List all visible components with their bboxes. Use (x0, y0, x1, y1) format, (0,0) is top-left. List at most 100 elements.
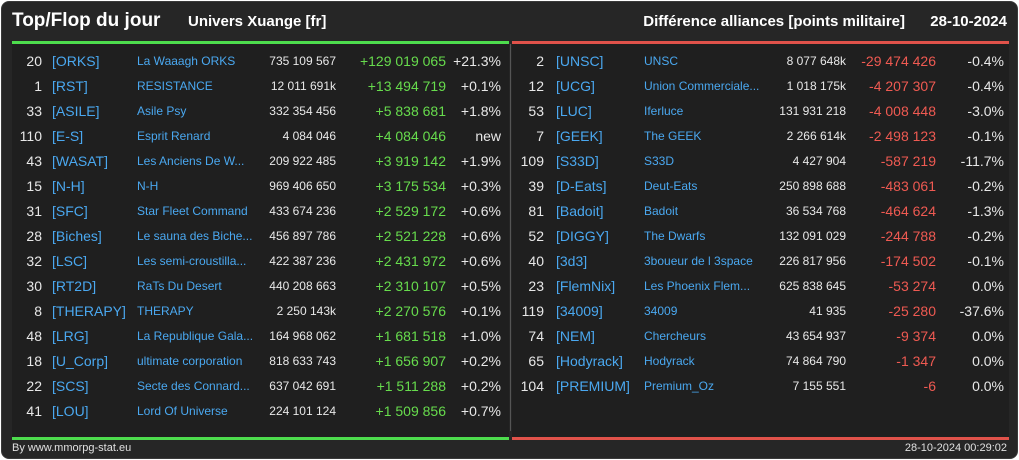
alliance-rank: 74 (528, 328, 544, 344)
alliance-tag-link[interactable]: [U_Corp] (52, 353, 109, 369)
points-difference: +2 529 172 (375, 203, 446, 219)
points-difference: +1 681 518 (375, 328, 446, 344)
alliance-points: 43 654 937 (785, 329, 846, 343)
alliance-tag-link[interactable]: [LOU] (52, 403, 89, 419)
alliance-tag-link[interactable]: [GEEK] (556, 128, 603, 144)
alliance-rank: 43 (26, 153, 42, 169)
percent-change: +0.2% (460, 353, 501, 369)
points-difference: +5 838 681 (375, 103, 446, 119)
alliance-tag-link[interactable]: [UCG] (556, 78, 595, 94)
alliance-name-link[interactable]: Secte des Connard... (137, 379, 250, 393)
percent-change: +0.6% (460, 228, 501, 244)
alliance-name-link[interactable]: THERAPY (137, 304, 194, 318)
percent-change: +0.7% (460, 403, 501, 419)
alliance-name-link[interactable]: Union Commerciale... (644, 79, 760, 93)
alliance-rank: 41 (26, 403, 42, 419)
percent-change: +1.0% (460, 328, 501, 344)
alliance-tag-link[interactable]: [LRG] (52, 328, 89, 344)
alliance-tag-link[interactable]: [ORKS] (52, 53, 100, 69)
alliance-name-link[interactable]: RaTs Du Desert (137, 279, 222, 293)
alliance-name-link[interactable]: Hodyrack (644, 354, 695, 368)
alliance-rank: 65 (528, 353, 544, 369)
alliance-points: 36 534 768 (785, 204, 846, 218)
flop-list: 2 [UNSC] UNSC 8 077 648k -29 474 426 -0.4% 12 [… (512, 49, 1009, 399)
alliance-tag-link[interactable]: [THERAPY] (52, 303, 126, 319)
alliance-name-link[interactable]: ultimate corporation (137, 354, 243, 368)
alliance-tag-link[interactable]: [NEM] (556, 328, 595, 344)
alliance-rank: 39 (528, 178, 544, 194)
alliance-tag-link[interactable]: [WASAT] (52, 153, 108, 169)
alliance-tag-link[interactable]: [Biches] (52, 228, 102, 244)
alliance-name-link[interactable]: UNSC (644, 54, 679, 68)
percent-change: -0.4% (967, 53, 1004, 69)
alliance-name-link[interactable]: 34009 (644, 304, 678, 318)
alliance-rank: 23 (528, 278, 544, 294)
alliance-name-link[interactable]: Premium_Oz (644, 379, 715, 393)
alliance-tag-link[interactable]: [N-H] (52, 178, 85, 194)
alliance-points: 969 406 650 (269, 179, 336, 193)
alliance-rank: 1 (34, 78, 42, 94)
alliance-rank: 119 (521, 303, 544, 319)
alliance-tag-link[interactable]: [DIGGY] (556, 228, 609, 244)
points-difference: +1 656 907 (375, 353, 446, 369)
alliance-tag-link[interactable]: [LSC] (52, 253, 88, 269)
alliance-name-link[interactable]: La Waaagh ORKS (137, 54, 236, 68)
alliance-tag-link[interactable]: [SFC] (52, 203, 88, 219)
alliance-tag-link[interactable]: [PREMIUM] (556, 378, 630, 394)
top-row: 8 [THERAPY] THERAPY 2 250 143k +2 270 576 +0.… (12, 299, 509, 324)
alliance-points: 4 084 046 (282, 129, 336, 143)
alliance-tag-link[interactable]: [Hodyrack] (556, 353, 623, 369)
alliance-name-link[interactable]: Esprit Renard (137, 129, 211, 143)
alliance-tag-link[interactable]: [D-Eats] (556, 178, 607, 194)
alliance-tag-link[interactable]: [SCS] (52, 378, 89, 394)
alliance-tag-link[interactable]: [3d3] (556, 253, 588, 269)
percent-change: +0.2% (460, 378, 501, 394)
alliance-rank: 104 (520, 378, 544, 394)
alliance-name-link[interactable]: Badoit (644, 204, 679, 218)
points-difference: -53 274 (888, 278, 936, 294)
alliance-name-link[interactable]: N-H (137, 179, 159, 193)
percent-change: -3.0% (967, 103, 1004, 119)
alliance-name-link[interactable]: S33D (644, 154, 675, 168)
flop-row: 23 [FlemNix] Les Phoenix Flem... 625 838 64… (512, 274, 1009, 299)
alliance-name-link[interactable]: The Dwarfs (644, 229, 706, 243)
percent-change: +0.6% (460, 253, 501, 269)
alliance-name-link[interactable]: The GEEK (644, 129, 702, 143)
alliance-tag-link[interactable]: [34009] (556, 303, 603, 319)
flop-row: 52 [DIGGY] The Dwarfs 132 091 029 -244 788 -0… (512, 224, 1009, 249)
alliance-tag-link[interactable]: [FlemNix] (556, 278, 616, 294)
alliance-name-link[interactable]: Iferluce (644, 104, 684, 118)
alliance-name-link[interactable]: Deut-Eats (644, 179, 698, 193)
alliance-tag-link[interactable]: [LUC] (556, 103, 592, 119)
alliance-tag-link[interactable]: [S33D] (556, 153, 599, 169)
alliance-tag-link[interactable]: [RST] (52, 78, 88, 94)
alliance-tag-link[interactable]: [ASILE] (52, 103, 100, 119)
alliance-tag-link[interactable]: [UNSC] (556, 53, 604, 69)
alliance-tag-link[interactable]: [RT2D] (52, 278, 97, 294)
alliance-name-link[interactable]: La Republique Gala... (137, 329, 254, 343)
alliance-name-link[interactable]: Le sauna des Biche... (137, 229, 253, 243)
alliance-name-link[interactable]: Les Phoenix Flem... (644, 279, 751, 293)
alliance-points: 41 935 (809, 304, 846, 318)
points-difference: -483 061 (880, 178, 936, 194)
alliance-name-link[interactable]: Star Fleet Command (137, 204, 248, 218)
percent-change: -0.1% (967, 128, 1004, 144)
alliance-name-link[interactable]: Les Anciens De W... (137, 154, 245, 168)
top-row: 43 [WASAT] Les Anciens De W... 209 922 485 +… (12, 149, 509, 174)
points-difference: +3 175 534 (375, 178, 446, 194)
alliance-points: 735 109 567 (269, 54, 336, 68)
alliance-name-link[interactable]: Les semi-croustilla... (137, 254, 247, 268)
top-row: 20 [ORKS] La Waaagh ORKS 735 109 567 +129 01… (12, 49, 509, 74)
alliance-points: 250 898 688 (779, 179, 846, 193)
alliance-name-link[interactable]: RESISTANCE (137, 79, 213, 93)
alliance-tag-link[interactable]: [E-S] (52, 128, 84, 144)
alliance-name-link[interactable]: Asile Psy (137, 104, 187, 118)
percent-change: +21.3% (453, 53, 501, 69)
percent-change: 0.0% (972, 378, 1004, 394)
alliance-name-link[interactable]: Lord Of Universe (137, 404, 228, 418)
alliance-tag-link[interactable]: [Badoit] (556, 203, 604, 219)
alliance-name-link[interactable]: Chercheurs (644, 329, 707, 343)
alliance-name-link[interactable]: 3boueur de l 3space (644, 254, 753, 268)
alliance-rank: 8 (34, 303, 42, 319)
alliance-rank: 32 (26, 253, 42, 269)
